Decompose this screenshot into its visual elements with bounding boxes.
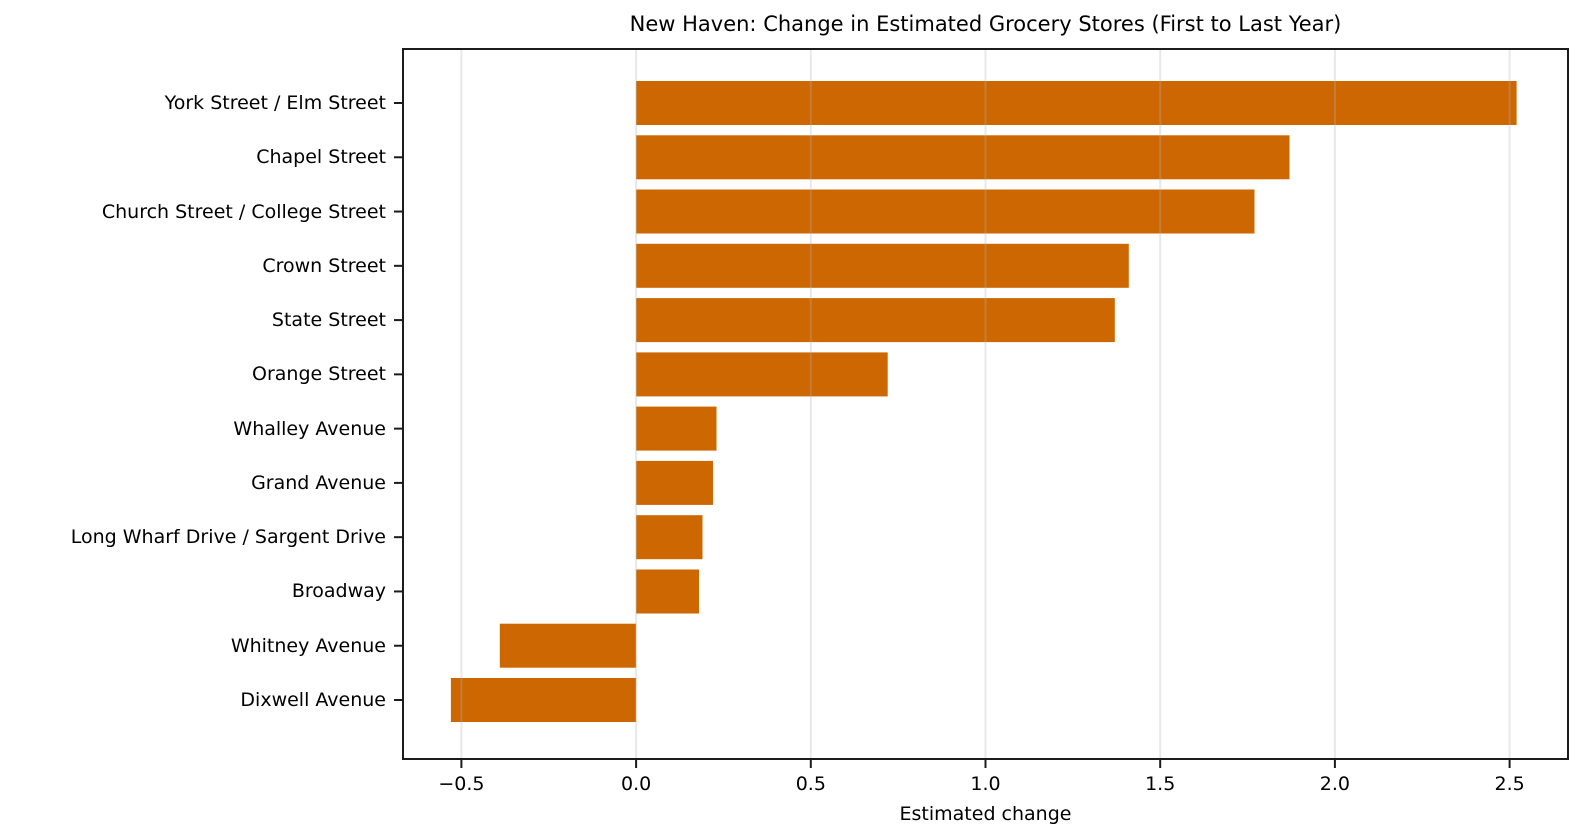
bar [636,406,717,451]
x-tick-label: 1.5 [1145,773,1176,795]
x-tick-label: 1.0 [970,773,1001,795]
bar [636,569,699,614]
bar [499,623,637,668]
y-tick-label: Dixwell Avenue [240,689,386,711]
plot-area [394,48,1569,768]
y-tick-label: Whalley Avenue [233,417,386,440]
x-tick-label: 0.0 [620,773,652,795]
y-tick-label: State Street [271,309,386,332]
y-tick-label: York Street / Elm Street [164,92,386,114]
y-tick-label: Chapel Street [256,146,386,169]
y-tick-label: Whitney Avenue [230,634,386,657]
y-tick-label: Orange Street [252,363,386,386]
chart-title: New Haven: Change in Estimated Grocery S… [629,12,1342,36]
x-axis-label: Estimated change [899,803,1072,825]
bar [636,135,1290,180]
bar [636,515,703,560]
bar [450,678,637,722]
bar [636,298,1115,343]
bar [636,352,888,397]
x-tick-label: 2.0 [1319,773,1350,795]
x-tick-label: −0.5 [438,773,485,795]
x-tick-label: 2.5 [1494,773,1525,795]
bar [636,189,1255,234]
bar [636,81,1517,125]
plot-border [402,48,1569,760]
y-tick-label: Long Wharf Drive / Sargent Drive [70,526,386,549]
y-tick-label: Crown Street [262,254,386,277]
y-tick-label: Grand Avenue [251,471,386,494]
bar [636,460,713,505]
x-tick-label: 0.5 [795,773,826,795]
y-tick-label: Broadway [291,580,386,603]
bar [636,243,1129,288]
y-tick-label: Church Street / College Street [101,200,386,223]
